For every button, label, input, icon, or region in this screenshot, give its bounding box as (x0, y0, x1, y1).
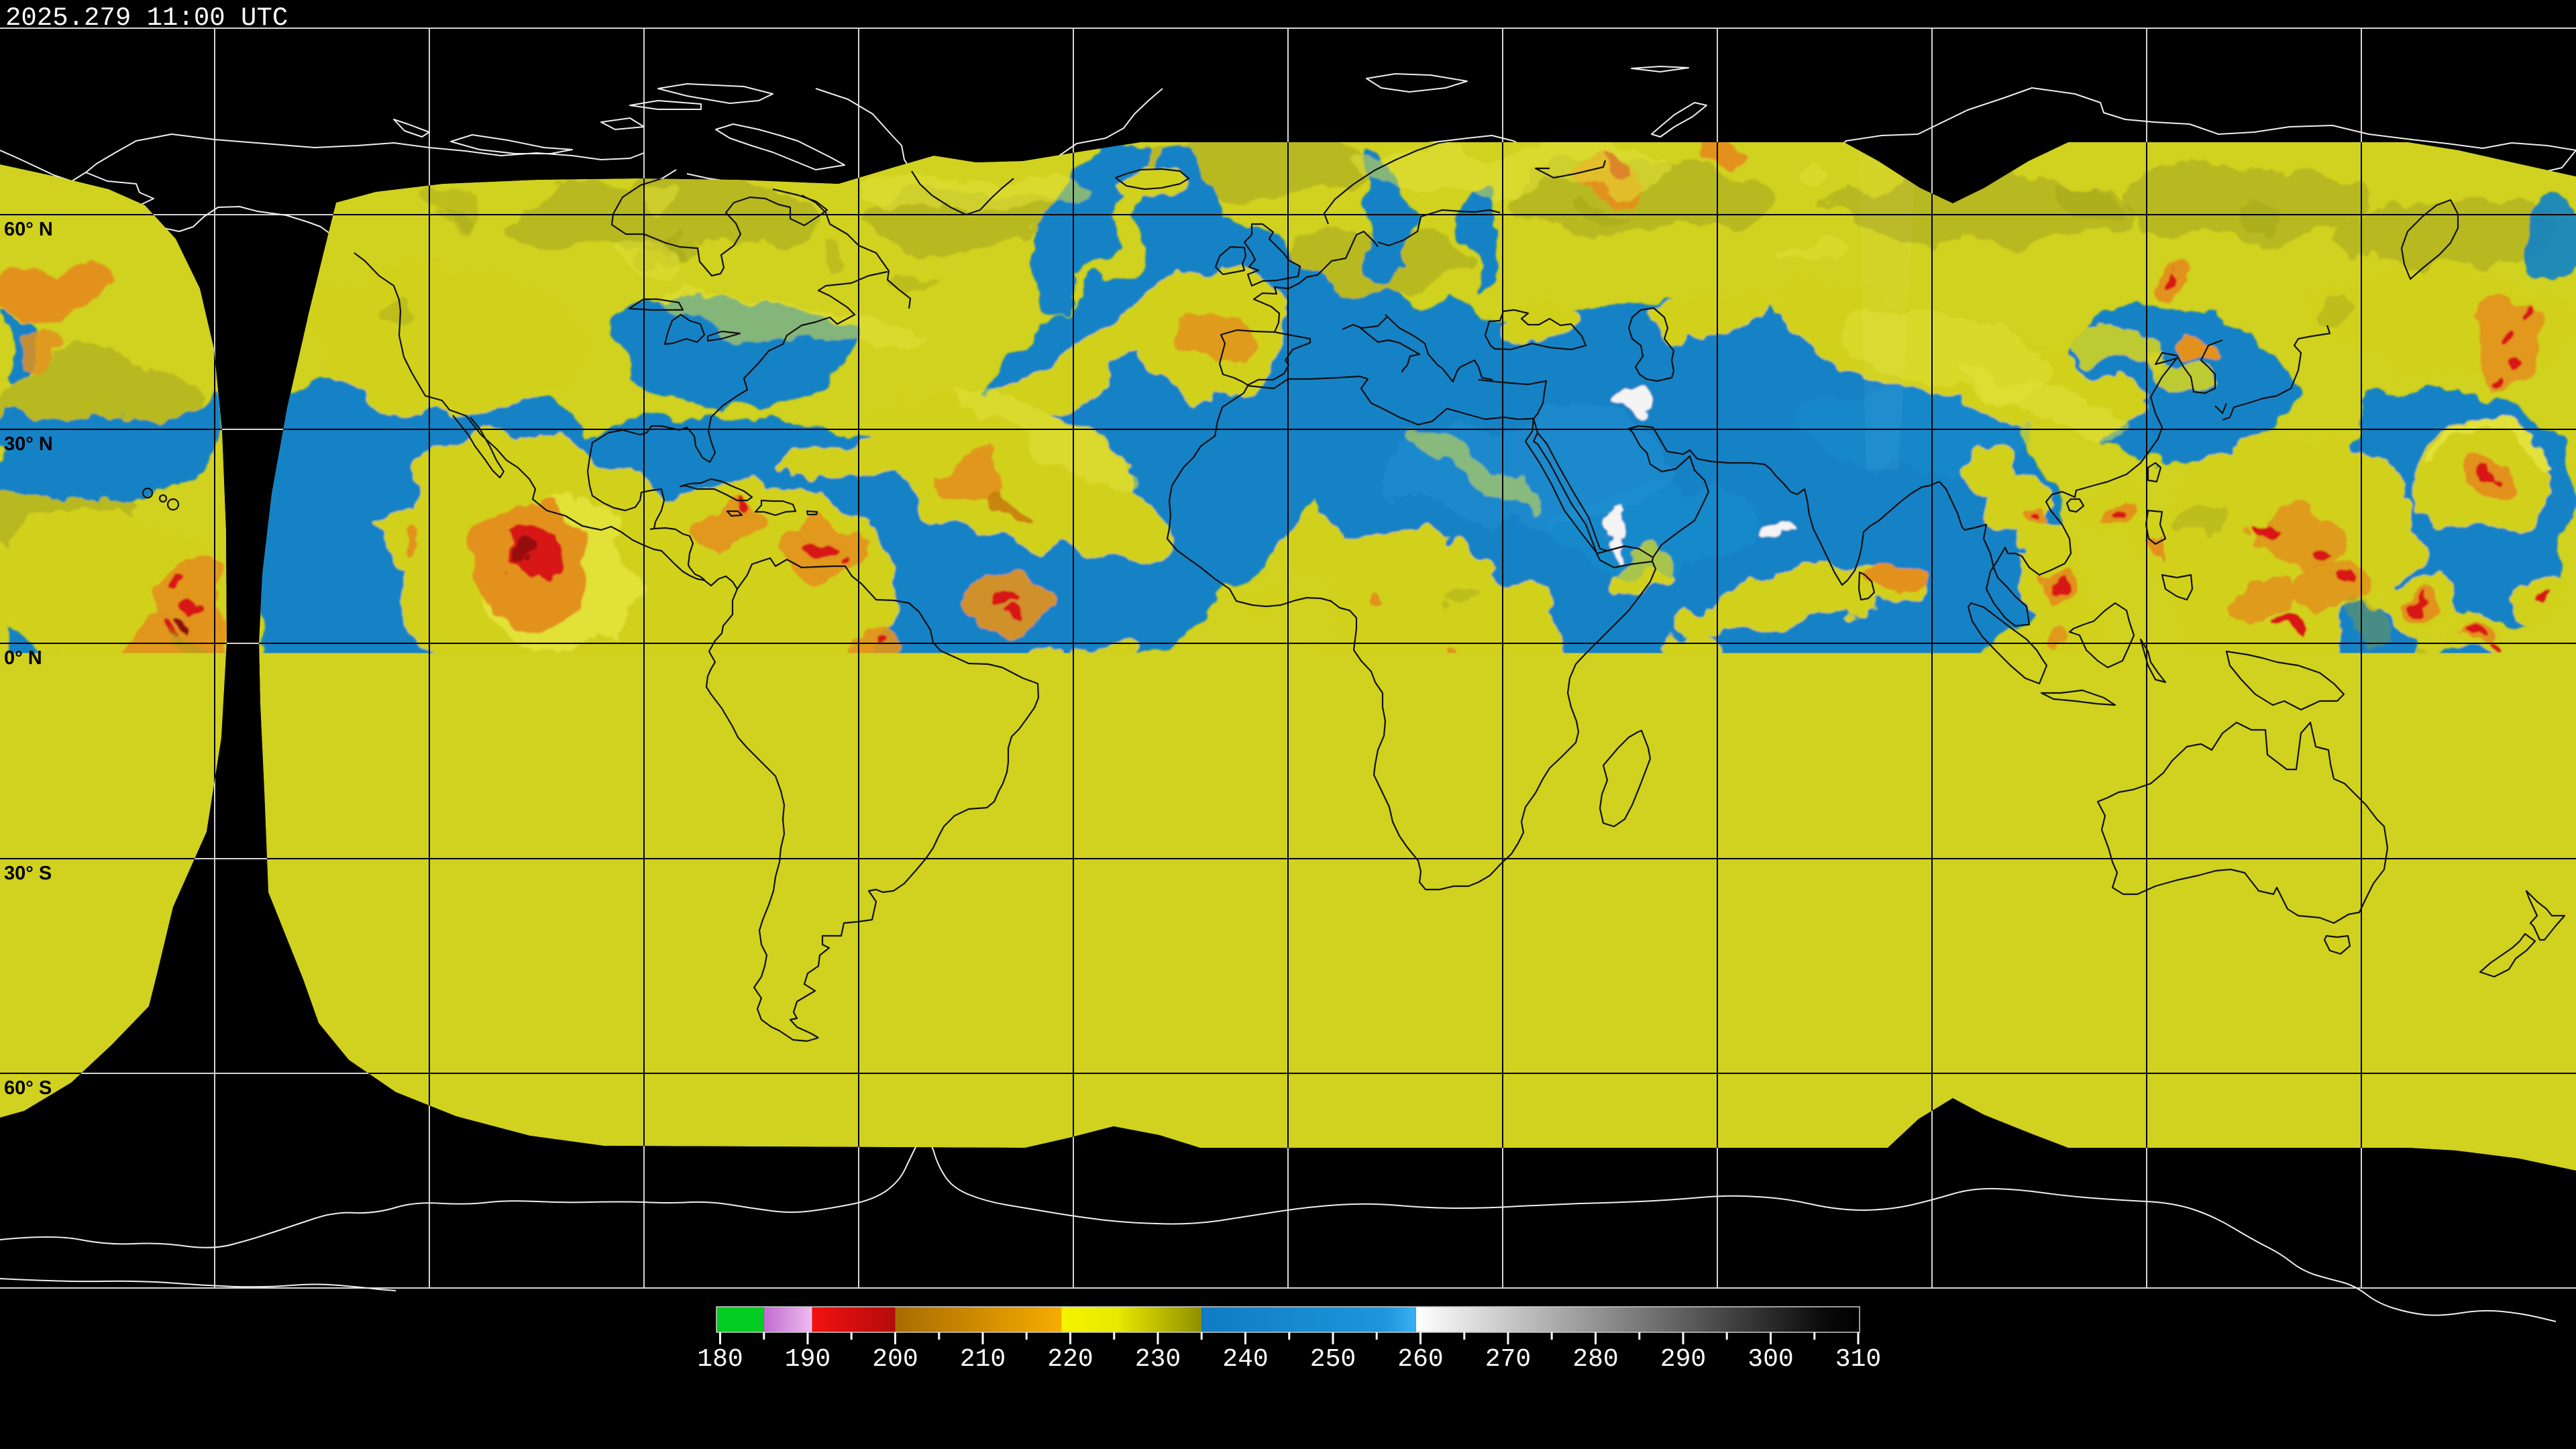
svg-text:30° S: 30° S (4, 863, 52, 884)
svg-text:310: 310 (1835, 1345, 1881, 1374)
svg-text:260: 260 (1397, 1345, 1443, 1374)
svg-text:300: 300 (1748, 1345, 1793, 1374)
svg-text:270: 270 (1485, 1345, 1531, 1374)
svg-text:210: 210 (960, 1345, 1006, 1374)
svg-text:180: 180 (697, 1345, 743, 1374)
svg-text:60° S: 60° S (4, 1077, 52, 1099)
svg-text:30° N: 30° N (4, 433, 53, 455)
svg-text:60° N: 60° N (4, 219, 53, 240)
svg-text:2025.279 11:00 UTC: 2025.279 11:00 UTC (5, 3, 288, 33)
svg-text:250: 250 (1310, 1345, 1356, 1374)
svg-text:Brightness Temperature in 6.75: Brightness Temperature in 6.75um, Kelvin (973, 1379, 1617, 1409)
svg-text:200: 200 (872, 1345, 918, 1374)
svg-text:190: 190 (785, 1345, 830, 1374)
svg-text:230: 230 (1135, 1345, 1181, 1374)
svg-text:290: 290 (1660, 1345, 1706, 1374)
svg-text:280: 280 (1572, 1345, 1618, 1374)
svg-text:0° N: 0° N (4, 647, 42, 669)
svg-text:240: 240 (1222, 1345, 1268, 1374)
svg-text:220: 220 (1047, 1345, 1093, 1374)
